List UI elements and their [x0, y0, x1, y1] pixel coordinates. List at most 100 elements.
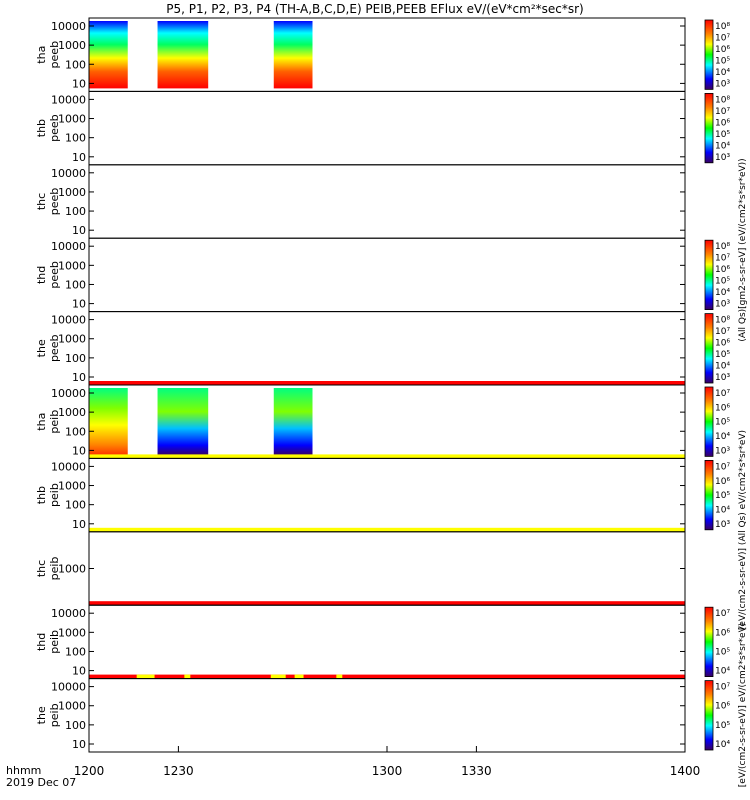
y-tick-label: 100 [65, 205, 86, 218]
colorbar-tick-label: 10⁴ [715, 68, 730, 78]
data-block [273, 21, 313, 89]
colorbar-tick-label: 10⁴ [715, 667, 730, 677]
y-tick-label: 10 [72, 518, 86, 531]
colorbar [704, 313, 714, 384]
colorbar-tick-label: 10⁸ [715, 242, 730, 252]
colorbar-label-middle: [eV/(cm2-s-sr-eV)] (All Qs) eV/(cm2*s*sr… [738, 430, 748, 630]
panel-frame [88, 311, 686, 386]
panel-probe-label: thd [35, 266, 48, 284]
y-tick-label: 10000 [51, 314, 86, 327]
panel-frame [88, 164, 686, 239]
colorbar [704, 239, 714, 310]
status-bar [89, 454, 685, 459]
status-bar-segment [184, 674, 191, 679]
y-tick-label: 10000 [51, 167, 86, 180]
colorbar-tick-label: 10⁴ [715, 362, 730, 372]
panel-frame [88, 90, 686, 166]
y-tick-label: 100 [65, 278, 86, 291]
colorbar-tick-label: 10⁵ [715, 491, 730, 501]
colorbar-tick-label: 10⁵ [715, 721, 730, 731]
y-tick-label: 1000 [58, 333, 86, 346]
colorbar-tick-label: 10⁷ [715, 33, 730, 43]
panel-probe-label: the [35, 339, 48, 357]
colorbar-label-top: (All Qs)[gm2-s-sr-eV] (eV/(cm2*s*sr*eV)) [738, 158, 748, 341]
y-tick-label: 10 [72, 77, 86, 90]
colorbar-tick-label: 10⁶ [715, 477, 730, 487]
data-block [89, 388, 128, 456]
colorbar [704, 680, 714, 751]
panel-frame [88, 531, 686, 606]
colorbar [704, 386, 714, 457]
colorbar-tick-label: 10³ [715, 153, 730, 163]
colorbar-tick-label: 10⁴ [715, 288, 730, 298]
y-tick-label: 10 [72, 224, 86, 237]
y-tick-label: 100 [65, 645, 86, 658]
panel-probe-label: thb [35, 119, 48, 137]
status-bar [89, 601, 685, 606]
status-bar-segment [294, 674, 304, 679]
panel-probe-label: tha [35, 46, 48, 64]
colorbar-tick-label: 10⁸ [715, 316, 730, 326]
colorbar-tick-label: 10⁷ [715, 609, 730, 619]
panel-product-label: peib [48, 410, 61, 434]
x-tick-label: 1400 [670, 764, 701, 778]
colorbar-tick-label: 10⁵ [715, 277, 730, 287]
status-bar-segment [336, 674, 343, 679]
panel-frame [88, 678, 686, 753]
data-block [157, 388, 209, 456]
y-tick-label: 1000 [58, 700, 86, 713]
y-tick-label: 10000 [51, 460, 86, 473]
y-tick-label: 100 [65, 425, 86, 438]
colorbar-tick-label: 10⁷ [715, 389, 730, 399]
colorbar-tick-label: 10⁷ [715, 683, 730, 693]
colorbar-tick-label: 10⁸ [715, 22, 730, 32]
colorbar-label-bottom: [eV/(cm2-s-sr-eV)] eV/(cm2*s*sr*eV) [738, 623, 748, 787]
y-tick-label: 10 [72, 444, 86, 457]
panel-thd-peib: 10000 1000 100 10 thd peib 10⁷ 10⁶ 10⁵ 10⁴ [35, 604, 730, 680]
panel-probe-label: thc [35, 560, 48, 577]
y-tick-label: 100 [65, 58, 86, 71]
panel-probe-label: thb [35, 486, 48, 504]
y-tick-label: 1000 [58, 113, 86, 126]
y-tick-label: 10000 [51, 681, 86, 694]
colorbar-tick-label: 10³ [715, 79, 730, 89]
status-bar-segment [136, 674, 155, 679]
x-tick-label: 1300 [372, 764, 403, 778]
colorbar-tick-label: 10³ [715, 520, 730, 530]
colorbar [704, 606, 714, 678]
chart-title: P5, P1, P2, P3, P4 (TH-A,B,C,D,E) PEIB,P… [166, 2, 583, 16]
y-tick-label: 1000 [58, 186, 86, 199]
status-bar [89, 527, 685, 532]
panel-probe-label: tha [35, 413, 48, 431]
colorbar-tick-label: 10⁴ [715, 740, 730, 750]
colorbar-tick-label: 10⁷ [715, 462, 730, 472]
y-tick-label: 10 [72, 371, 86, 384]
y-tick-label: 10000 [51, 93, 86, 106]
panel-thb-peib: 10000 1000 100 10 thb peib 10⁷ 10⁶ 10⁵ 10⁴ 10³ [35, 457, 730, 533]
y-tick-label: 1000 [58, 406, 86, 419]
panel-product-label: peib [48, 557, 61, 581]
y-tick-label: 1000 [58, 480, 86, 493]
panel-product-label: peib [48, 483, 61, 507]
colorbar-tick-label: 10⁷ [715, 327, 730, 337]
colorbar-tick-label: 10⁵ [715, 418, 730, 428]
y-tick-label: 100 [65, 132, 86, 145]
y-tick-label: 100 [65, 499, 86, 512]
y-tick-label: 10000 [51, 240, 86, 253]
x-tick-label: 1330 [461, 764, 492, 778]
panel-probe-label: the [35, 706, 48, 724]
data-block [273, 388, 313, 456]
colorbar-tick-label: 10⁶ [715, 702, 730, 712]
panel-frame [88, 457, 686, 533]
colorbar-tick-label: 10⁷ [715, 107, 730, 117]
data-block [89, 21, 128, 89]
panel-thc-peeb: 10000 1000 100 10 thc peeb [35, 164, 686, 239]
panel-thc-peib: 1000 thc peib [35, 531, 686, 606]
colorbar-tick-label: 10³ [715, 373, 730, 383]
x-axis-ticks: 1200 1230 1300 1330 1400 [74, 746, 701, 778]
y-tick-label: 100 [65, 719, 86, 732]
panel-frame [88, 237, 686, 313]
